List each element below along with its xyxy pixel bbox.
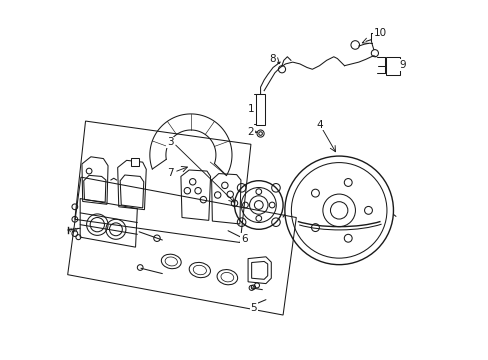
Text: 4: 4 — [316, 120, 322, 130]
Text: 8: 8 — [268, 54, 275, 64]
Bar — [385, 57, 399, 75]
Text: 6: 6 — [241, 234, 247, 244]
Bar — [256, 94, 264, 125]
Text: 7: 7 — [167, 168, 174, 178]
Text: 2: 2 — [247, 127, 254, 137]
Text: 10: 10 — [373, 28, 386, 38]
Text: 3: 3 — [166, 138, 173, 148]
Text: 5: 5 — [250, 303, 257, 313]
Text: 1: 1 — [247, 104, 254, 114]
Text: 9: 9 — [398, 60, 405, 70]
Bar — [131, 158, 139, 166]
